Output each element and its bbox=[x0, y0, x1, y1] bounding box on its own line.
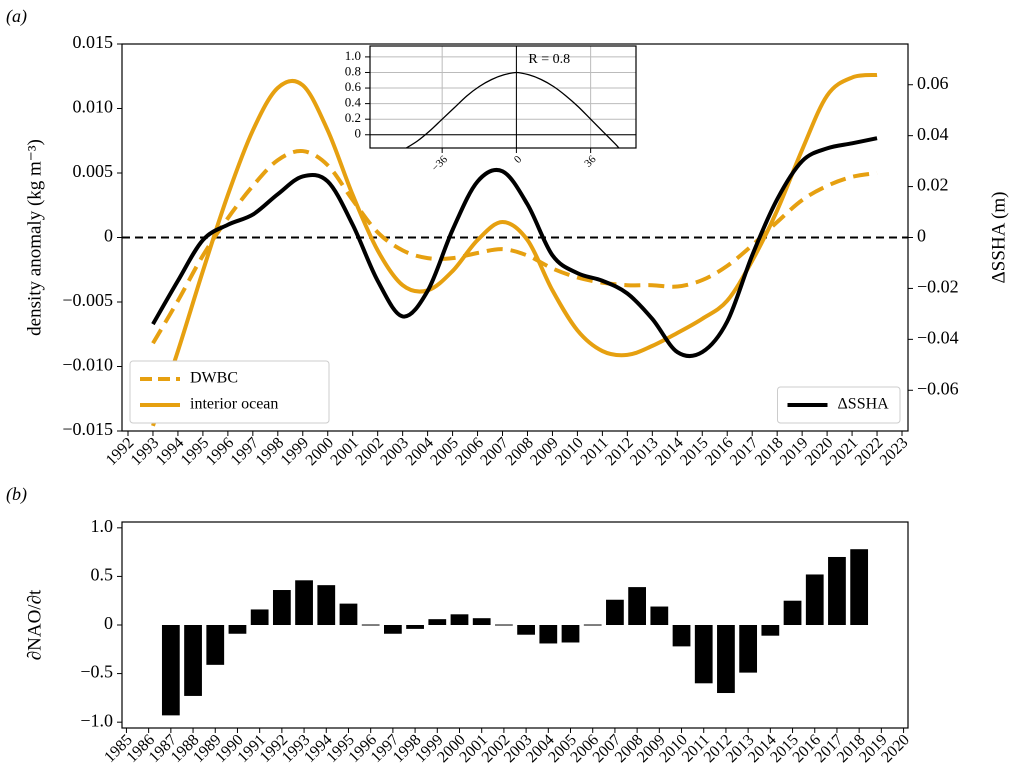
bar bbox=[206, 625, 225, 665]
bar bbox=[694, 625, 713, 684]
y-tick-label: 0.015 bbox=[73, 32, 114, 52]
y-tick-label: −0.015 bbox=[62, 419, 113, 439]
panel-label: (b) bbox=[6, 484, 27, 505]
bar bbox=[339, 603, 358, 625]
bar bbox=[583, 624, 602, 626]
y2-tick-label: 0.06 bbox=[917, 73, 949, 93]
plot-border bbox=[121, 43, 909, 432]
legend-box bbox=[777, 386, 901, 424]
bar bbox=[384, 625, 402, 634]
legend-label: ΔSSHA bbox=[838, 396, 890, 413]
y-tick-label: −0.010 bbox=[62, 355, 113, 375]
bar bbox=[272, 590, 291, 625]
bar bbox=[539, 625, 558, 644]
bar bbox=[606, 599, 624, 625]
data-line bbox=[151, 72, 878, 427]
y2-tick-label: −0.02 bbox=[917, 277, 959, 297]
bar bbox=[517, 625, 535, 635]
y2-axis-label: ΔSSHA (m) bbox=[988, 192, 1009, 284]
bar bbox=[717, 625, 735, 694]
y-tick-label: 0.5 bbox=[91, 565, 114, 585]
plot-area bbox=[370, 46, 636, 148]
data-line bbox=[151, 136, 878, 359]
y-tick-label: 1.0 bbox=[345, 48, 361, 63]
bar bbox=[361, 624, 380, 626]
bar bbox=[184, 625, 202, 696]
bar bbox=[739, 625, 758, 673]
y-tick-label: −0.5 bbox=[80, 662, 113, 682]
y2-tick-label: 0.04 bbox=[917, 124, 949, 144]
y-tick-label: 0 bbox=[104, 613, 113, 633]
y-tick-label: 0.6 bbox=[345, 79, 362, 94]
legend-label: interior ocean bbox=[190, 396, 278, 413]
y2-tick-label: −0.04 bbox=[917, 327, 959, 347]
panel-label: (a) bbox=[6, 6, 27, 27]
bar bbox=[650, 606, 669, 625]
bar bbox=[295, 580, 313, 625]
bar bbox=[850, 549, 869, 625]
bar bbox=[472, 618, 491, 625]
bar bbox=[450, 614, 469, 625]
bar bbox=[761, 625, 780, 636]
data-line bbox=[151, 148, 878, 345]
bar bbox=[783, 600, 802, 625]
y-tick-label: 1.0 bbox=[91, 516, 114, 536]
y-tick-label: 0.2 bbox=[345, 110, 361, 125]
data-line bbox=[405, 71, 620, 148]
y-axis-label: density anomaly (kg m⁻³) bbox=[24, 139, 45, 336]
legend-box bbox=[129, 360, 330, 424]
y-tick-label: −0.005 bbox=[62, 290, 113, 310]
bar bbox=[161, 625, 180, 716]
y-tick-label: −1.0 bbox=[80, 710, 113, 730]
y-tick-label: 0 bbox=[355, 126, 362, 141]
bar bbox=[672, 625, 691, 647]
bar bbox=[250, 609, 269, 625]
x-tick-label: 2023 bbox=[877, 434, 912, 469]
bar bbox=[805, 574, 824, 625]
y2-tick-label: 0.02 bbox=[917, 175, 949, 195]
y-tick-label: 0.8 bbox=[345, 63, 361, 78]
bar bbox=[828, 556, 846, 625]
y-tick-label: 0.005 bbox=[73, 161, 114, 181]
y2-tick-label: −0.06 bbox=[917, 378, 959, 398]
annotation: R = 0.8 bbox=[528, 52, 570, 67]
bar bbox=[228, 625, 247, 634]
y-tick-label: 0.4 bbox=[345, 95, 362, 110]
bar bbox=[406, 625, 424, 629]
y-tick-label: 0.010 bbox=[73, 97, 114, 117]
y-tick-label: 0 bbox=[104, 226, 113, 246]
bar bbox=[317, 585, 336, 625]
plot-border bbox=[369, 45, 637, 149]
bar bbox=[561, 625, 580, 643]
legend-label: DWBC bbox=[190, 370, 238, 387]
y-axis-label: ∂NAO/∂t bbox=[24, 589, 45, 660]
y2-tick-label: 0 bbox=[917, 226, 926, 246]
bar bbox=[428, 619, 447, 625]
bar bbox=[495, 624, 513, 626]
plot-border bbox=[121, 521, 909, 729]
bar bbox=[628, 587, 646, 625]
